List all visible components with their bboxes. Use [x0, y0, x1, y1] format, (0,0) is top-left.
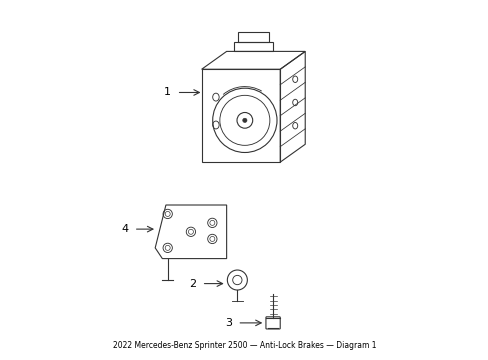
Text: 3: 3 — [224, 318, 231, 328]
Text: 4: 4 — [121, 224, 128, 234]
Text: 1: 1 — [164, 87, 171, 98]
Text: 2: 2 — [189, 279, 196, 289]
Circle shape — [242, 118, 246, 122]
Text: 2022 Mercedes-Benz Sprinter 2500 — Anti-Lock Brakes — Diagram 1: 2022 Mercedes-Benz Sprinter 2500 — Anti-… — [113, 341, 375, 350]
